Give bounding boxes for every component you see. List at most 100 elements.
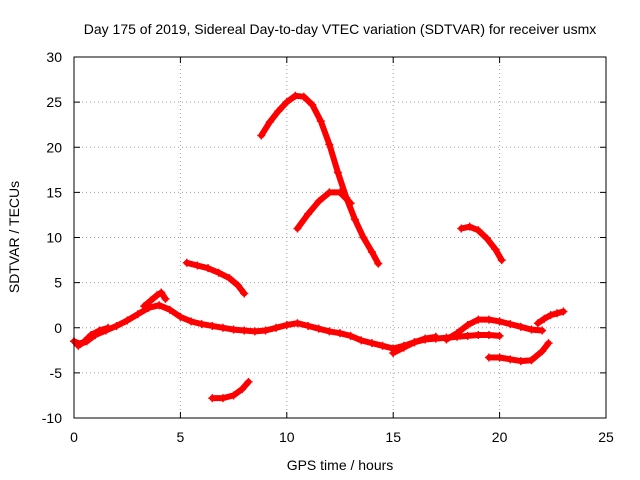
data-point [229, 325, 238, 334]
series-arc-late-mid [442, 315, 547, 344]
data-point [453, 329, 462, 338]
data-point [325, 327, 334, 336]
data-point [176, 312, 185, 321]
series-line [486, 340, 552, 365]
data-point [431, 334, 440, 343]
data-point [350, 215, 359, 224]
data-point [182, 258, 191, 267]
data-point [527, 356, 536, 365]
data-point [316, 117, 325, 126]
data-point [304, 210, 313, 219]
series-line [443, 316, 546, 343]
data-point [553, 309, 562, 318]
x-tick-label: 5 [177, 429, 185, 445]
y-tick-label: 25 [46, 94, 62, 110]
data-point [140, 302, 149, 311]
x-tick-label: 15 [385, 429, 401, 445]
data-series [70, 91, 568, 403]
data-point [495, 353, 504, 362]
data-point [516, 357, 525, 366]
series-line [183, 259, 248, 297]
y-tick-label: 30 [46, 49, 62, 65]
y-tick-label: 20 [46, 139, 62, 155]
data-point [291, 91, 300, 100]
x-tick-label: 0 [70, 429, 78, 445]
data-point [495, 331, 504, 340]
data-point [538, 347, 547, 356]
data-point [533, 319, 542, 328]
data-point [261, 326, 270, 335]
data-point [482, 234, 491, 243]
data-point [325, 140, 334, 149]
x-tick-label: 20 [492, 429, 508, 445]
data-point [155, 301, 164, 310]
data-point [336, 188, 344, 197]
data-point [346, 199, 355, 208]
data-point [506, 355, 515, 364]
data-point [299, 92, 308, 101]
data-point [410, 338, 419, 347]
data-point [465, 222, 474, 231]
data-point [274, 107, 283, 116]
data-point [389, 349, 398, 358]
data-point [346, 331, 355, 340]
data-point [146, 296, 155, 305]
data-point [484, 315, 493, 324]
series-arc-late-dip [484, 339, 553, 366]
data-point [544, 339, 553, 348]
data-point [495, 317, 504, 326]
data-point [314, 324, 323, 333]
plot-frame [73, 56, 607, 419]
data-point [204, 264, 213, 273]
data-point [293, 319, 302, 328]
series-line [75, 324, 111, 349]
series-arc-neg [208, 377, 253, 403]
data-point [95, 326, 104, 335]
data-point [540, 314, 549, 323]
data-point [214, 268, 223, 277]
series-arc-high-a [257, 91, 383, 268]
data-point [367, 247, 376, 256]
data-point [359, 233, 368, 242]
data-point [491, 245, 500, 254]
data-point [421, 335, 430, 344]
series-arc-main-low [70, 301, 440, 353]
data-point [112, 321, 121, 330]
data-point [218, 394, 227, 403]
series-arc-early-low [74, 323, 113, 350]
data-point [282, 98, 291, 107]
chart-title: Day 175 of 2019, Sidereal Day-to-day VTE… [84, 21, 597, 37]
x-axis-label: GPS time / hours [287, 457, 394, 473]
series-line [294, 189, 354, 232]
data-point [161, 294, 170, 303]
data-point [233, 281, 242, 290]
data-point [165, 305, 174, 314]
series-arc-high-b [293, 188, 355, 233]
data-point [516, 322, 525, 331]
data-point [208, 394, 217, 403]
x-tick-labels: 0 5 10 15 20 25 [70, 429, 614, 445]
data-point [474, 330, 483, 339]
data-point [325, 188, 334, 197]
y-tick-labels: -10 -5 0 5 10 15 20 25 30 [42, 49, 62, 426]
data-point [104, 323, 113, 332]
data-point [559, 307, 568, 316]
data-point [225, 274, 234, 283]
data-point [314, 197, 323, 206]
series-arc-mid-b [182, 258, 249, 298]
data-point [546, 311, 555, 320]
series-arc-early-peak [140, 288, 170, 311]
data-point [229, 391, 238, 400]
data-point [457, 224, 466, 233]
data-point [357, 336, 366, 345]
data-point [333, 168, 342, 177]
data-point [378, 341, 387, 350]
series-arc-late-low [389, 330, 504, 358]
y-tick-label: 0 [54, 320, 62, 336]
y-tick-label: 5 [54, 275, 62, 291]
x-tick-label: 25 [598, 429, 614, 445]
data-point [293, 224, 302, 233]
data-point [208, 321, 217, 330]
data-point [244, 377, 253, 386]
